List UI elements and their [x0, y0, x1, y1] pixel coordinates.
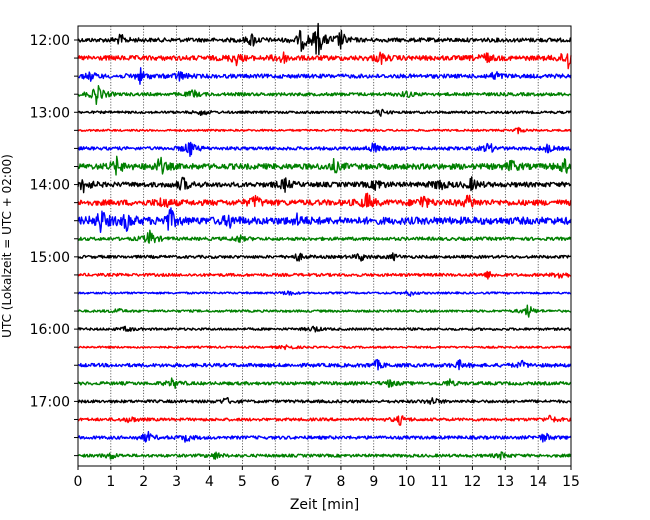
trace-1230 — [77, 67, 572, 85]
trace-1630 — [77, 358, 572, 371]
trace-1615 — [77, 344, 572, 351]
x-grid-lines — [110, 26, 539, 466]
y-tick-label-12: 15:00 — [30, 250, 70, 266]
trace-1600 — [77, 325, 572, 333]
x-tick-label-1: 1 — [106, 474, 115, 490]
trace-1430 — [77, 207, 572, 234]
trace-lines — [77, 22, 572, 461]
x-axis-label: Zeit [min] — [290, 497, 359, 513]
x-tick-label-5: 5 — [238, 474, 247, 490]
trace-1715 — [77, 414, 572, 426]
y-axis-ticks: 12:00 13:00 14:00 15:00 16:00 17:00 — [30, 33, 78, 457]
x-tick-label-13: 13 — [496, 474, 514, 490]
x-tick-label-0: 0 — [74, 474, 83, 490]
trace-1400 — [77, 176, 572, 194]
trace-1730 — [77, 430, 572, 443]
y-tick-label-8: 14:00 — [30, 178, 70, 194]
trace-1445 — [77, 229, 572, 244]
y-axis-label: UTC (Lokalzeit = UTC + 02:00) — [0, 154, 14, 338]
y-tick-label-4: 13:00 — [30, 105, 70, 121]
x-tick-label-9: 9 — [369, 474, 378, 490]
x-tick-label-8: 8 — [336, 474, 345, 490]
trace-1745 — [77, 451, 572, 461]
trace-1500 — [77, 252, 572, 262]
y-tick-label-0: 12:00 — [30, 33, 70, 49]
y-tick-label-20: 17:00 — [30, 394, 70, 410]
x-tick-label-3: 3 — [172, 474, 181, 490]
trace-1530 — [77, 290, 572, 297]
trace-1315 — [77, 126, 572, 135]
x-tick-label-4: 4 — [205, 474, 214, 490]
trace-1330 — [77, 141, 572, 158]
trace-1300 — [77, 108, 572, 117]
trace-1415 — [77, 192, 572, 209]
x-tick-label-6: 6 — [271, 474, 280, 490]
y-tick-label-16: 16:00 — [30, 322, 70, 338]
trace-1345 — [77, 155, 572, 176]
trace-1515 — [77, 270, 572, 280]
x-axis-ticks: 0 1 2 3 4 5 6 7 8 9 10 11 12 13 14 15 — [74, 466, 580, 490]
trace-1245 — [77, 85, 572, 106]
x-tick-label-12: 12 — [463, 474, 481, 490]
trace-1700 — [77, 397, 572, 405]
x-tick-label-14: 14 — [529, 474, 547, 490]
trace-1545 — [77, 304, 572, 318]
plot-frame — [77, 25, 572, 467]
x-tick-label-2: 2 — [139, 474, 148, 490]
x-tick-label-11: 11 — [431, 474, 449, 490]
x-tick-label-10: 10 — [398, 474, 416, 490]
trace-1645 — [77, 377, 572, 389]
trace-1215 — [77, 51, 572, 70]
x-tick-label-15: 15 — [562, 474, 580, 490]
trace-1200 — [77, 22, 572, 56]
x-tick-label-7: 7 — [304, 474, 313, 490]
